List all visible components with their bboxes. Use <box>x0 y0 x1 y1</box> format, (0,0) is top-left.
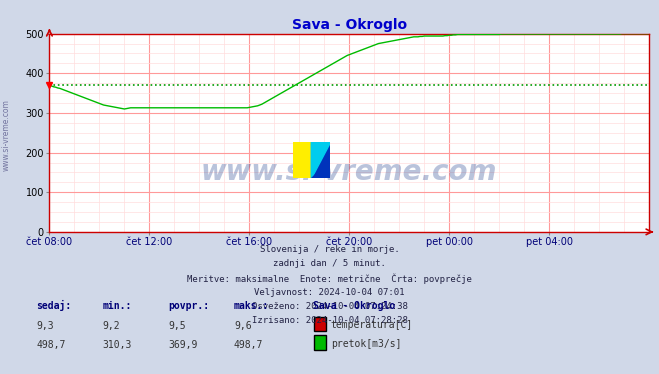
Text: temperatura[C]: temperatura[C] <box>331 321 413 330</box>
Text: 498,7: 498,7 <box>234 340 264 350</box>
Text: Osveženo: 2024-10-04 07:24:38: Osveženo: 2024-10-04 07:24:38 <box>252 302 407 311</box>
Polygon shape <box>293 142 312 178</box>
Text: sedaj:: sedaj: <box>36 300 71 310</box>
Title: Sava - Okroglo: Sava - Okroglo <box>292 18 407 33</box>
Text: pretok[m3/s]: pretok[m3/s] <box>331 339 401 349</box>
Text: 9,3: 9,3 <box>36 321 54 331</box>
Text: 9,2: 9,2 <box>102 321 120 331</box>
Text: 498,7: 498,7 <box>36 340 66 350</box>
Text: 9,5: 9,5 <box>168 321 186 331</box>
Text: www.si-vreme.com: www.si-vreme.com <box>2 99 11 171</box>
Text: min.:: min.: <box>102 301 132 310</box>
Text: Sava - Okroglo: Sava - Okroglo <box>313 301 395 310</box>
Text: maks.:: maks.: <box>234 301 269 310</box>
Text: Izrisano: 2024-10-04 07:28:28: Izrisano: 2024-10-04 07:28:28 <box>252 316 407 325</box>
Text: 310,3: 310,3 <box>102 340 132 350</box>
Text: Slovenija / reke in morje.: Slovenija / reke in morje. <box>260 245 399 254</box>
Polygon shape <box>312 160 330 178</box>
Text: www.si-vreme.com: www.si-vreme.com <box>201 159 498 186</box>
Text: zadnji dan / 5 minut.: zadnji dan / 5 minut. <box>273 259 386 268</box>
Text: Meritve: maksimalne  Enote: metrične  Črta: povprečje: Meritve: maksimalne Enote: metrične Črta… <box>187 273 472 284</box>
Text: Veljavnost: 2024-10-04 07:01: Veljavnost: 2024-10-04 07:01 <box>254 288 405 297</box>
Polygon shape <box>312 142 330 178</box>
Text: povpr.:: povpr.: <box>168 301 209 310</box>
Polygon shape <box>312 142 330 178</box>
Text: 9,6: 9,6 <box>234 321 252 331</box>
Polygon shape <box>312 142 330 178</box>
Text: 369,9: 369,9 <box>168 340 198 350</box>
